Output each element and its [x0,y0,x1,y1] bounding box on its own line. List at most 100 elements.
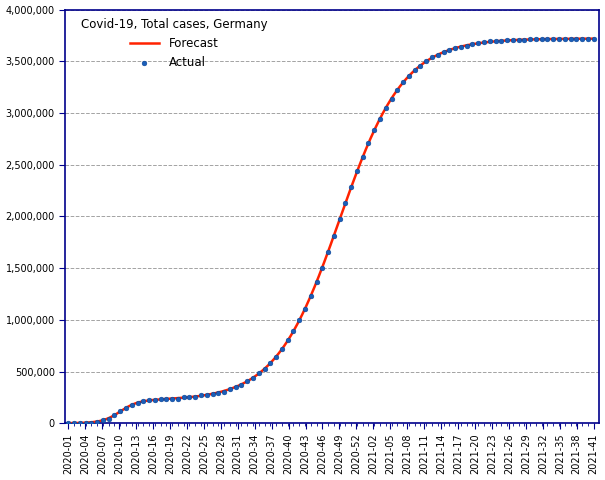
Actual [375,115,385,122]
Actual [462,42,471,49]
Actual [116,408,125,415]
Actual [69,420,79,427]
Actual [479,38,489,46]
Actual [179,394,189,401]
Actual [243,377,252,385]
Actual [439,48,448,56]
Actual [289,327,298,335]
Actual [497,37,506,45]
Actual [98,416,108,424]
Actual [121,404,131,412]
Actual [364,139,373,147]
Actual [560,35,570,43]
Actual [554,35,564,43]
Actual [341,199,350,207]
Actual [191,393,200,400]
Actual [300,305,310,312]
Actual [404,72,414,79]
Legend: Forecast, Actual: Forecast, Actual [76,14,272,74]
Actual [589,35,598,42]
Actual [283,336,292,344]
Actual [248,374,258,382]
Actual [508,36,518,44]
Actual [352,168,362,175]
Actual [185,393,194,401]
Actual [150,396,160,404]
Actual [427,53,437,61]
Actual [196,391,206,399]
Actual [416,62,425,70]
Actual [271,353,281,361]
Actual [127,401,137,409]
Actual [577,35,587,42]
Actual [485,37,494,45]
Actual [543,36,552,43]
Actual [358,153,368,161]
Actual [168,395,177,402]
Actual [219,388,229,396]
Actual [237,381,246,388]
Actual [139,397,148,405]
Forecast [378,114,385,120]
Actual [225,385,235,393]
Actual [468,40,477,48]
Actual [410,67,419,74]
Actual [295,316,304,324]
Actual [537,35,546,43]
Actual [80,419,90,426]
Actual [323,249,333,256]
Actual [381,104,391,112]
Line: Forecast: Forecast [68,39,594,423]
Actual [110,411,119,419]
Actual [502,36,512,44]
Actual [491,37,500,45]
Actual [329,232,339,240]
Actual [231,383,241,391]
Forecast [590,36,597,42]
Actual [214,389,223,396]
Actual [260,365,269,373]
Actual [514,36,523,44]
Actual [132,399,142,407]
Forecast [314,276,321,282]
Actual [456,43,466,50]
Actual [572,35,581,42]
Actual [566,35,575,42]
Actual [398,79,408,86]
Actual [525,36,535,43]
Actual [548,35,558,43]
Actual [583,35,593,42]
Actual [422,58,431,65]
Actual [450,45,460,52]
Actual [93,418,102,425]
Actual [155,396,165,403]
Actual [370,126,379,134]
Actual [208,390,217,398]
Actual [104,415,114,422]
Actual [162,395,171,403]
Actual [520,36,529,44]
Forecast [349,180,356,186]
Actual [266,360,275,367]
Actual [277,345,287,352]
Actual [433,51,443,59]
Actual [312,278,321,286]
Actual [335,215,344,223]
Actual [64,419,73,426]
Actual [445,47,454,54]
Actual [346,184,356,192]
Actual [306,292,316,300]
Actual [87,419,96,426]
Forecast [317,268,324,274]
Actual [202,391,212,399]
Actual [531,35,541,43]
Actual [75,419,85,427]
Actual [318,264,327,272]
Forecast [65,420,72,426]
Actual [387,95,396,103]
Actual [144,396,154,404]
Actual [254,370,264,377]
Forecast [577,36,584,42]
Actual [173,395,183,403]
Actual [393,86,402,94]
